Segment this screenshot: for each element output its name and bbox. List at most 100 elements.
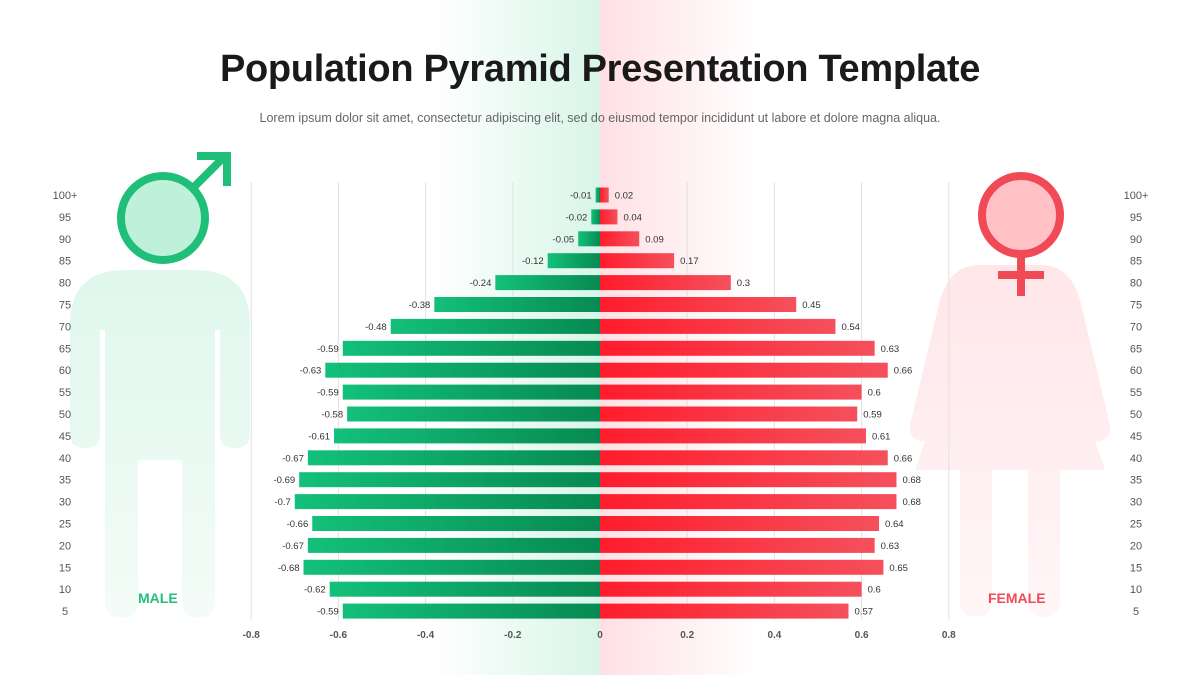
male-value-label: -0.66 [287, 519, 309, 530]
age-label-left: 10 [59, 584, 71, 596]
age-label-left: 60 [59, 365, 71, 377]
age-label-left: 95 [59, 212, 71, 224]
female-value-label: 0.63 [881, 344, 900, 355]
female-bar [600, 559, 884, 575]
male-value-label: -0.05 [553, 234, 575, 245]
age-label-left: 40 [59, 453, 71, 465]
female-value-label: 0.65 [889, 563, 908, 574]
male-bar [595, 187, 600, 203]
age-label-right: 15 [1130, 562, 1142, 574]
female-bar [600, 253, 675, 269]
age-label-right: 40 [1130, 453, 1142, 465]
age-label-left: 25 [59, 519, 71, 531]
age-label-left: 100+ [53, 190, 78, 202]
male-value-label: -0.38 [409, 300, 431, 311]
male-bar [434, 297, 600, 312]
female-value-label: 0.54 [841, 322, 860, 333]
male-bar [307, 537, 600, 553]
female-person-icon [910, 265, 1110, 617]
age-label-right: 75 [1130, 300, 1142, 312]
x-tick-label: 0.6 [855, 630, 869, 641]
female-bar [600, 384, 862, 400]
female-value-label: 0.57 [855, 607, 874, 618]
female-value-label: 0.6 [868, 388, 881, 399]
male-value-label: -0.69 [274, 475, 296, 486]
male-value-label: -0.48 [365, 322, 387, 333]
male-value-label: -0.58 [321, 410, 343, 421]
female-bar [600, 297, 797, 312]
male-value-label: -0.63 [300, 366, 322, 377]
x-tick-label: 0 [597, 630, 603, 641]
female-value-label: 0.09 [645, 234, 664, 245]
male-value-label: -0.68 [278, 563, 300, 574]
page-title: Population Pyramid Presentation Template [219, 48, 981, 90]
age-label-left: 80 [59, 278, 71, 290]
female-value-label: 0.04 [623, 212, 642, 223]
x-tick-label: 0.8 [942, 630, 956, 641]
female-bar [600, 603, 849, 619]
age-label-right: 45 [1130, 431, 1142, 443]
male-bar [342, 340, 600, 356]
female-label: FEMALE [988, 590, 1046, 606]
female-value-label: 0.66 [894, 453, 913, 464]
male-bar [342, 603, 600, 619]
page-subtitle: Lorem ipsum dolor sit amet, consectetur … [259, 111, 941, 125]
male-bar [294, 494, 600, 510]
female-bar [600, 340, 875, 356]
female-value-label: 0.6 [868, 585, 881, 596]
female-value-label: 0.59 [863, 410, 882, 421]
male-symbol-icon [117, 152, 231, 264]
male-bar [312, 516, 600, 531]
female-bar [600, 187, 609, 203]
female-value-label: 0.63 [881, 541, 900, 552]
age-label-right: 30 [1130, 497, 1142, 509]
age-label-right: 85 [1130, 256, 1142, 268]
age-label-left: 20 [59, 540, 71, 552]
male-value-label: -0.61 [308, 431, 330, 442]
male-bar [334, 428, 600, 444]
male-bar [390, 318, 600, 334]
age-label-right: 50 [1130, 409, 1142, 421]
female-bar [600, 231, 640, 247]
x-tick-label: -0.8 [243, 630, 261, 641]
male-value-label: -0.62 [304, 585, 326, 596]
male-value-label: -0.7 [274, 497, 290, 508]
female-bar [600, 406, 858, 422]
male-bar [578, 231, 600, 247]
female-bar [600, 318, 836, 334]
age-label-right: 25 [1130, 519, 1142, 531]
male-value-label: -0.67 [282, 453, 304, 464]
age-label-right: 35 [1130, 475, 1142, 487]
x-tick-label: -0.2 [504, 630, 522, 641]
age-label-right: 65 [1130, 343, 1142, 355]
male-value-label: -0.02 [566, 212, 588, 223]
age-label-left: 85 [59, 256, 71, 268]
male-bar [342, 384, 600, 400]
age-label-right: 70 [1130, 321, 1142, 333]
female-value-label: 0.68 [902, 497, 921, 508]
age-label-left: 30 [59, 497, 71, 509]
x-tick-label: -0.4 [417, 630, 435, 641]
male-label: MALE [138, 590, 178, 606]
male-value-label: -0.67 [282, 541, 304, 552]
female-bar [600, 581, 862, 597]
age-label-left: 5 [62, 606, 68, 618]
male-bar [347, 406, 600, 422]
age-label-left: 90 [59, 234, 71, 246]
age-label-left: 55 [59, 387, 71, 399]
age-label-left: 15 [59, 562, 71, 574]
female-value-label: 0.45 [802, 300, 821, 311]
age-label-left: 35 [59, 475, 71, 487]
age-label-right: 60 [1130, 365, 1142, 377]
female-bar [600, 362, 888, 378]
female-value-label: 0.3 [737, 278, 750, 289]
male-bar [495, 275, 600, 291]
female-bar [600, 209, 618, 225]
male-value-label: -0.12 [522, 256, 544, 267]
female-value-label: 0.68 [902, 475, 921, 486]
male-bar [325, 362, 600, 378]
age-label-left: 50 [59, 409, 71, 421]
female-value-label: 0.64 [885, 519, 904, 530]
female-bar [600, 428, 866, 444]
x-tick-label: 0.4 [767, 630, 781, 641]
